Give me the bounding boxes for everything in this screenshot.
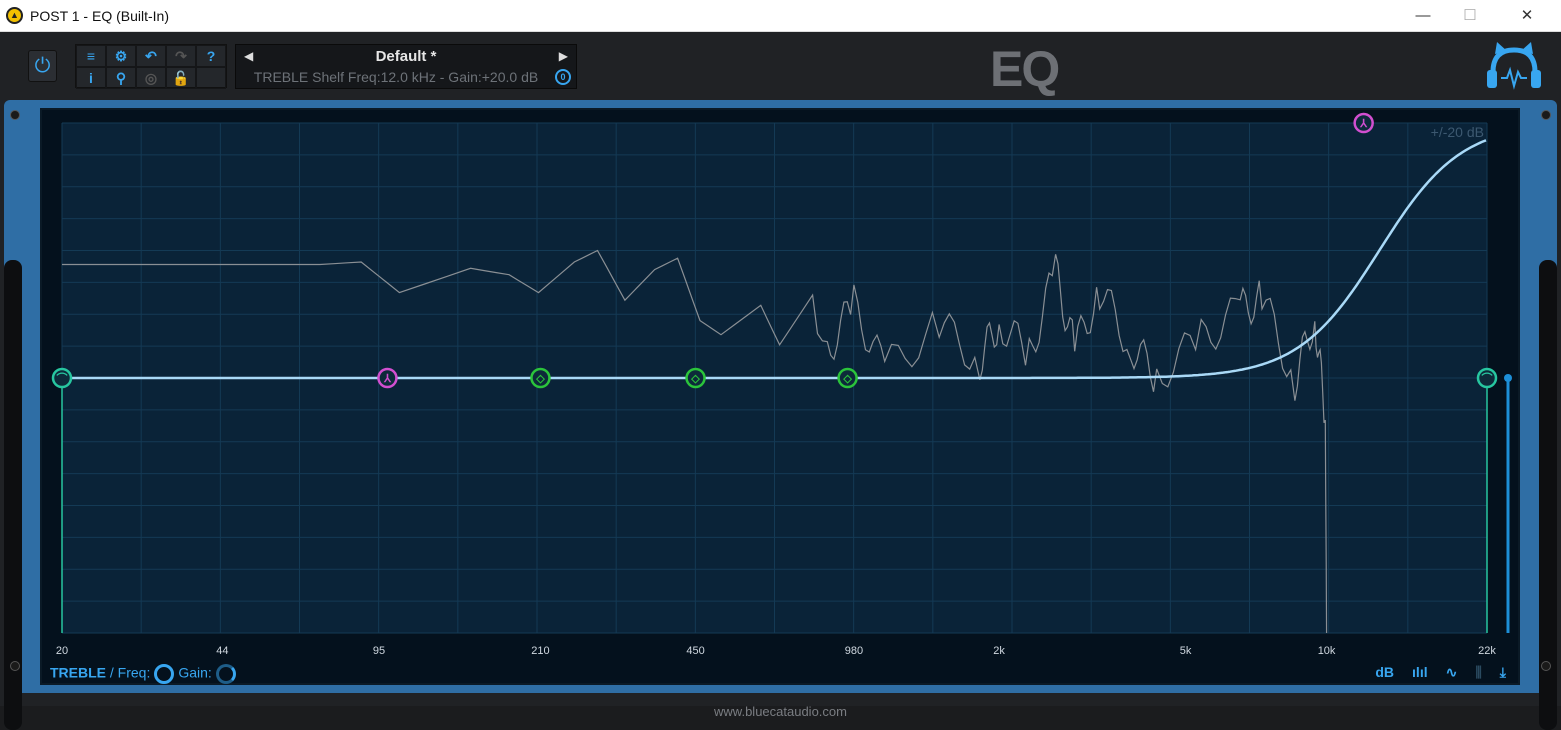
preset-selector[interactable]: ◀ Default * ▶ TREBLE Shelf Freq:12.0 kHz…	[235, 44, 577, 89]
website-link[interactable]: www.bluecataudio.com	[714, 704, 847, 719]
power-button[interactable]: ⏻	[28, 50, 57, 82]
band-lowcut-icon: ⌒	[56, 371, 69, 385]
output-gain-handle	[1504, 374, 1512, 382]
spectrum-trace	[62, 249, 1328, 634]
bluecat-logo-icon	[1487, 42, 1541, 90]
selected-band-label: TREBLE	[50, 664, 106, 681]
bands-icon[interactable]: ⫼	[1475, 664, 1482, 680]
minimize-button[interactable]: —	[1415, 7, 1431, 24]
power-icon: ⏻	[34, 55, 51, 77]
window-title: POST 1 - EQ (Built-In)	[30, 8, 169, 24]
gain-knob[interactable]	[215, 664, 236, 684]
band-node-highcut[interactable]	[1476, 367, 1498, 389]
gain-label: Gain:	[178, 664, 212, 681]
screw	[1541, 110, 1551, 120]
info-ring-icon[interactable]: 0	[555, 69, 571, 85]
band-node-band-2[interactable]	[530, 367, 551, 389]
x-tick-label: 22k	[1478, 645, 1496, 657]
waveform-icon[interactable]: ∿	[1445, 664, 1458, 680]
help-button[interactable]: ?	[196, 45, 226, 67]
spectrum-bars-icon[interactable]: ılıl	[1412, 664, 1428, 680]
settings-gear-button[interactable]: ⚙	[106, 45, 136, 67]
band-band-3-icon: ◇	[690, 373, 700, 385]
band-treble-icon: ⅄	[1359, 118, 1368, 130]
zoom-search-button[interactable]: ⚲	[106, 67, 136, 89]
x-tick-label: 20	[55, 645, 69, 657]
freq-label: / Freq:	[106, 664, 151, 681]
band-highcut-icon: ⌒	[1481, 371, 1494, 385]
band-node-band-4[interactable]	[837, 367, 858, 389]
close-button[interactable]: ✕	[1520, 7, 1534, 24]
toolbar-empty-slot[interactable]	[196, 67, 226, 89]
db-range-label[interactable]: +/-20 dB	[1430, 124, 1484, 140]
x-tick-label: 450	[686, 645, 705, 657]
frame-handle-left	[4, 260, 22, 730]
band-band-2-icon: ◇	[535, 373, 545, 385]
screw	[1541, 661, 1551, 671]
parameter-info: TREBLE Shelf Freq:12.0 kHz - Gain:+20.0 …	[253, 69, 539, 85]
download-icon[interactable]: ⤓	[1499, 664, 1506, 680]
target-button[interactable]: ◎	[136, 67, 166, 89]
menu-button[interactable]: ≡	[76, 45, 106, 67]
eq-curve	[62, 139, 1487, 380]
band-controls: TREBLE / Freq: Gain:	[50, 664, 240, 684]
frame-handle-right	[1539, 260, 1557, 730]
redo-button[interactable]: ↷	[166, 45, 196, 67]
toolbar: ≡ ⚙ ↶ ↷? i ⚲ ◎ 🔓	[75, 44, 227, 89]
freq-knob[interactable]	[154, 664, 175, 684]
eq-display[interactable]: ⌒ ⅄ ◇ ◇ ◇ ⅄ ⌒ +/-20 dB 20 44 95 210 450 980 2k 5k 10k 2…	[40, 108, 1520, 685]
app-icon: ▲	[6, 7, 23, 24]
db-scale-button[interactable]: dB	[1375, 664, 1395, 680]
preset-next-button[interactable]: ▶	[558, 49, 568, 63]
x-tick-label: 210	[531, 645, 550, 657]
preset-prev-button[interactable]: ◀	[244, 49, 254, 63]
x-tick-label: 980	[844, 645, 864, 657]
x-tick-label: 5k	[1179, 645, 1192, 657]
x-tick-label: 2k	[993, 645, 1005, 657]
band-bass-icon: ⅄	[383, 373, 392, 385]
screw	[10, 661, 20, 671]
x-tick-label: 44	[216, 645, 229, 657]
undo-button[interactable]: ↶	[136, 45, 166, 67]
band-node-band-3[interactable]	[685, 367, 706, 389]
x-tick-label: 10k	[1317, 645, 1336, 657]
lock-button[interactable]: 🔓	[166, 67, 196, 89]
maximize-button[interactable]: ☐	[1463, 7, 1477, 24]
band-band-4-icon: ◇	[842, 373, 852, 385]
eq-graph[interactable]: ⌒ ⅄ ◇ ◇ ◇ ⅄ ⌒	[42, 110, 1518, 640]
eq-logo: EQ	[990, 41, 1060, 97]
band-node-bass[interactable]	[377, 367, 398, 389]
info-button[interactable]: i	[76, 67, 106, 89]
screw	[10, 110, 20, 120]
preset-name[interactable]: Default *	[375, 48, 437, 65]
band-node-treble[interactable]	[1353, 112, 1374, 134]
x-tick-label: 95	[372, 645, 386, 657]
title-bar: ▲ POST 1 - EQ (Built-In) — ☐ ✕	[0, 0, 1561, 32]
band-node-lowcut[interactable]	[51, 367, 73, 389]
